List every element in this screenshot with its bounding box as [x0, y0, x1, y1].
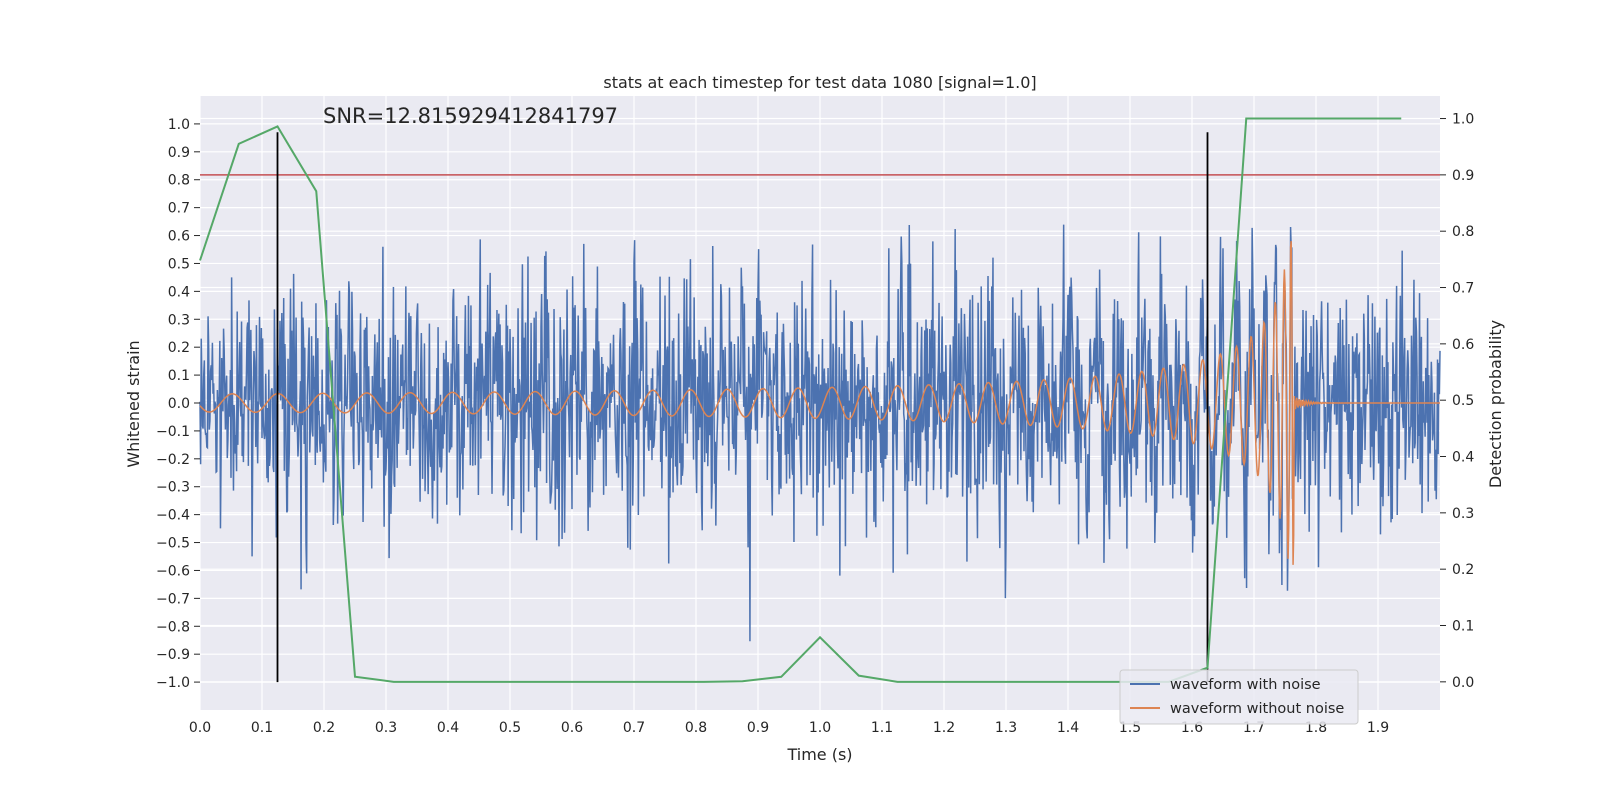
y2-tick-label: 0.5	[1452, 393, 1474, 409]
legend-label-noisy: waveform with noise	[1170, 677, 1321, 693]
y-tick-label: 0.3	[168, 312, 190, 328]
y-tick-label: −0.4	[156, 508, 190, 524]
y-tick-label: −0.1	[156, 424, 190, 440]
x-tick-label: 1.2	[933, 720, 955, 736]
x-tick-label: 0.7	[623, 720, 645, 736]
x-tick-label: 1.9	[1367, 720, 1389, 736]
y2-tick-label: 0.3	[1452, 506, 1474, 522]
y2-tick-label: 0.9	[1452, 168, 1474, 184]
legend: waveform with noise waveform without noi…	[1119, 669, 1359, 725]
y-tick-label: 0.7	[168, 201, 190, 217]
y2-tick-label: 0.1	[1452, 619, 1474, 635]
y-tick-label: −1.0	[156, 675, 190, 691]
y-tick-label: 0.0	[168, 396, 190, 412]
x-tick-label: 0.6	[561, 720, 583, 736]
y2-axis-ticks: 1.0 0.9 0.8 0.7 0.6 0.5 0.4 0.3 0.2 0.1 0.0	[1440, 112, 1474, 691]
y-tick-label: −0.7	[156, 591, 190, 607]
noisy-waveform-line	[199, 224, 1441, 642]
y-tick-label: 0.4	[168, 284, 190, 300]
clean-waveform-group	[199, 241, 1440, 565]
y2-tick-label: 0.0	[1452, 675, 1474, 691]
x-tick-label: 1.4	[1057, 720, 1079, 736]
x-tick-label: 0.3	[375, 720, 397, 736]
x-tick-label: 1.1	[871, 720, 893, 736]
y2-tick-label: 0.6	[1452, 337, 1474, 353]
y2-tick-label: 0.8	[1452, 224, 1474, 240]
y-tick-label: 0.8	[168, 173, 190, 189]
legend-box	[1119, 669, 1359, 725]
snr-annotation: SNR=12.815929412841797	[323, 104, 618, 128]
y2-tick-label: 0.7	[1452, 281, 1474, 297]
y-tick-label: −0.2	[156, 452, 190, 468]
y-tick-label: 0.2	[168, 340, 190, 356]
x-tick-label: 1.0	[809, 720, 831, 736]
y-tick-label: −0.6	[156, 563, 190, 579]
y-tick-label: −0.3	[156, 480, 190, 496]
x-tick-label: 0.2	[313, 720, 335, 736]
y-tick-label: 1.0	[168, 117, 190, 133]
noisy-waveform-group	[199, 224, 1441, 642]
clean-waveform-line	[199, 241, 1440, 565]
y-tick-label: 0.5	[168, 256, 190, 272]
y2-axis-label: Detection probability	[1486, 320, 1505, 488]
y2-tick-label: 1.0	[1452, 112, 1474, 128]
x-tick-label: 0.5	[499, 720, 521, 736]
x-tick-label: 0.4	[437, 720, 459, 736]
x-tick-label: 0.0	[189, 720, 211, 736]
y-tick-label: 0.9	[168, 145, 190, 161]
y2-tick-label: 0.2	[1452, 562, 1474, 578]
y2-tick-label: 0.4	[1452, 450, 1474, 466]
legend-label-clean: waveform without noise	[1170, 701, 1344, 717]
y-axis-ticks: 1.0 0.9 0.8 0.7 0.6 0.5 0.4 0.3 0.2 0.1 0.0 −0.1 −0.…	[156, 117, 200, 691]
x-tick-label: 0.8	[685, 720, 707, 736]
y-tick-label: −0.5	[156, 536, 190, 552]
chart-title: stats at each timestep for test data 108…	[603, 73, 1036, 92]
y-tick-label: 0.6	[168, 229, 190, 245]
y-axis-label: Whitened strain	[124, 340, 143, 467]
y-tick-label: −0.8	[156, 619, 190, 635]
y-tick-label: −0.9	[156, 647, 190, 663]
x-axis-label: Time (s)	[786, 745, 852, 764]
x-tick-label: 1.3	[995, 720, 1017, 736]
x-tick-label: 0.9	[747, 720, 769, 736]
x-tick-label: 0.1	[251, 720, 273, 736]
y-tick-label: 0.1	[168, 368, 190, 384]
